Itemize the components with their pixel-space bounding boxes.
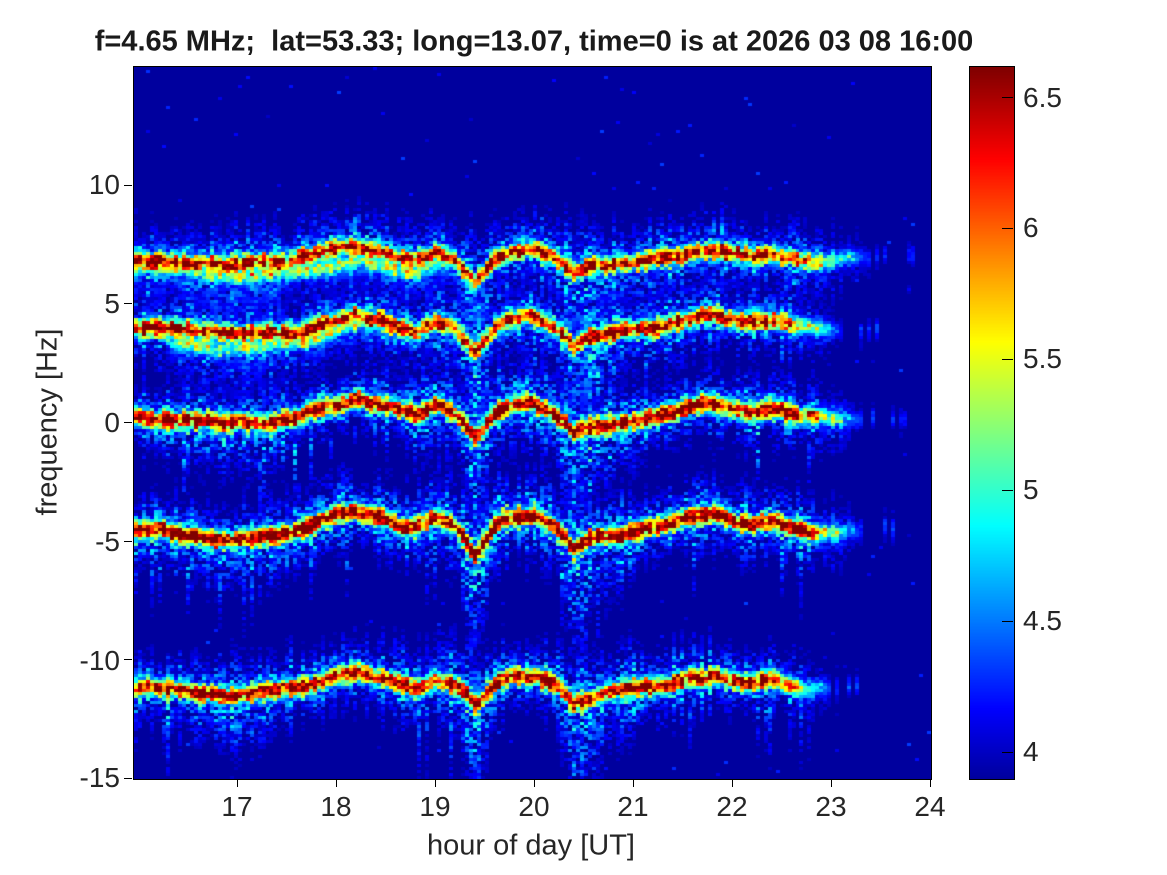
y-tick-label: -10 (79, 645, 120, 676)
y-tick-label: 10 (88, 169, 120, 200)
y-axis-label: frequency [Hz] (31, 328, 64, 516)
x-tick-mark (633, 779, 634, 787)
colorbar-tick-label: 4.5 (1023, 605, 1062, 636)
x-tick-label: 20 (518, 791, 550, 822)
x-tick-mark (336, 779, 337, 787)
colorbar-tick-label: 5 (1023, 474, 1039, 505)
x-tick-mark (237, 779, 238, 787)
colorbar-tick-mark (1002, 228, 1013, 229)
colorbar-tick-mark (1002, 490, 1013, 491)
colorbar-tick-label: 5.5 (1023, 343, 1062, 374)
x-tick-mark (732, 779, 733, 787)
x-tick-mark (534, 779, 535, 787)
y-tick-mark (124, 422, 132, 423)
colorbar-tick-label: 6.5 (1023, 82, 1062, 113)
y-tick-mark (124, 659, 132, 660)
colorbar-tick-mark (1002, 97, 1013, 98)
y-tick-label: -5 (95, 526, 120, 557)
colorbar-tick-label: 4 (1023, 736, 1039, 767)
y-tick-mark (124, 303, 132, 304)
colorbar-gradient (969, 66, 1015, 780)
y-tick-mark (124, 541, 132, 542)
x-tick-label: 19 (419, 791, 451, 822)
plot-title: f=4.65 MHz; lat=53.33; long=13.07, time=… (94, 25, 974, 58)
x-axis-label: hour of day [UT] (427, 829, 635, 862)
y-tick-mark (124, 778, 132, 779)
x-tick-mark (930, 779, 931, 787)
spectrogram-heatmap (133, 66, 932, 780)
colorbar-tick-mark (1002, 621, 1013, 622)
colorbar-tick-label: 6 (1023, 212, 1039, 243)
y-tick-mark (124, 185, 132, 186)
x-tick-mark (435, 779, 436, 787)
colorbar-tick-mark (1002, 359, 1013, 360)
y-tick-label: 0 (104, 407, 120, 438)
x-tick-label: 21 (617, 791, 649, 822)
y-tick-label: -15 (79, 762, 120, 793)
x-tick-label: 23 (815, 791, 847, 822)
x-tick-label: 22 (716, 791, 748, 822)
x-tick-mark (831, 779, 832, 787)
x-tick-label: 18 (320, 791, 352, 822)
y-tick-label: 5 (104, 288, 120, 319)
x-tick-label: 17 (221, 791, 253, 822)
x-tick-label: 24 (914, 791, 946, 822)
colorbar-tick-mark (1002, 752, 1013, 753)
